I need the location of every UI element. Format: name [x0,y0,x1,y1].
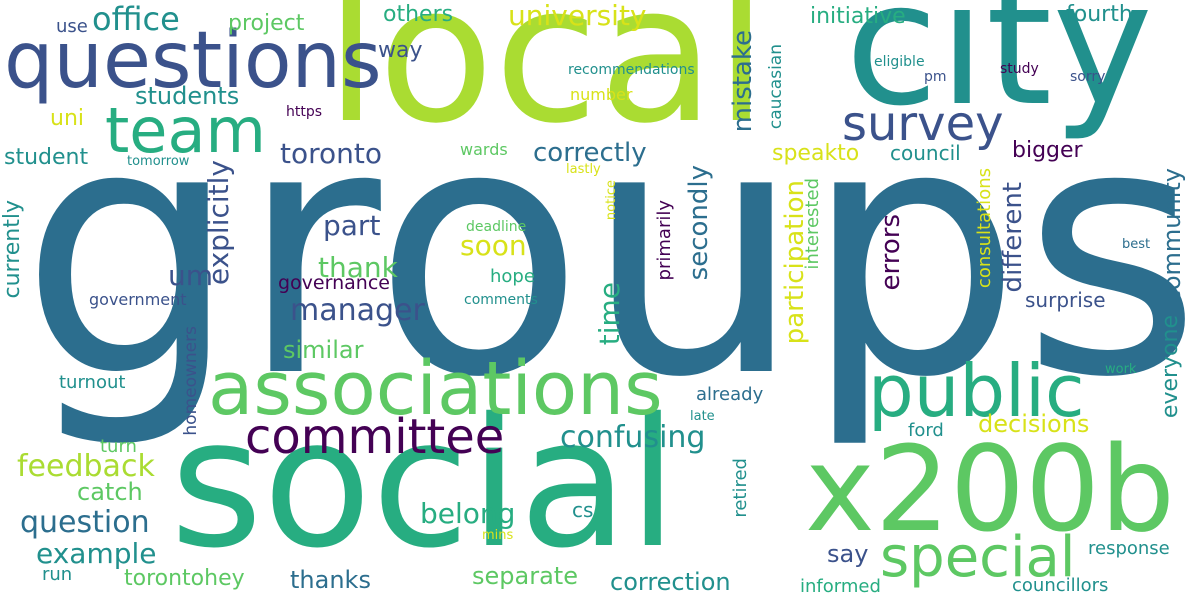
word-part: part [323,209,381,242]
word-soon: soon [460,229,527,262]
word-survey: survey [842,96,1004,152]
word-correction: correction [610,568,731,596]
word-best: best [1122,237,1151,252]
word-ford: ford [908,420,944,441]
word-team: team [105,94,266,167]
word-cs: cs [572,498,594,522]
word-sorry: sorry [1070,69,1106,85]
word-question: question [20,505,150,540]
word-surprise: surprise [1025,288,1106,312]
word-everyone: everyone [1158,315,1183,419]
word-late: late [690,409,715,424]
word-public: public [868,349,1085,433]
word-belong: belong [420,497,516,530]
word-groups: groups [20,52,1200,453]
word-fourth: fourth [1066,2,1133,27]
word-currently: currently [0,200,25,299]
word-tomorrow: tomorrow [127,154,190,169]
word-number: number [570,85,633,104]
word-mistake: mistake [728,30,758,133]
word-turn: turn [100,436,137,457]
word-say: say [827,540,869,568]
word-response: response [1088,538,1170,559]
word-social: social [170,380,678,587]
word-thank: thank [318,251,398,284]
word-initiative: initiative [810,4,906,29]
word-governance: governance [278,272,390,294]
word-pm: pm [924,69,947,85]
word-catch: catch [77,478,143,506]
word-eligible: eligible [874,54,925,70]
word-questions: questions [4,16,382,106]
word-local: local [325,0,768,165]
word-confusing: confusing [560,420,706,455]
word-time: time [593,282,626,346]
word-comments: comments [464,292,538,308]
word-primarily: primarily [654,200,675,281]
word-way: way [378,38,423,63]
word-separate: separate [472,562,578,590]
word-free: free [950,344,976,359]
word-use: use [56,16,88,37]
word-example: example [36,537,157,570]
word-already: already [696,384,764,405]
word-um: um [168,259,214,292]
word-consultations: consultations [974,168,995,289]
word-notice: notice [604,180,619,221]
word-lastly: lastly [566,162,601,177]
word-informed: informed [800,576,881,597]
word-decisions: decisions [978,410,1090,438]
word-thanks: thanks [290,566,371,594]
word-bigger: bigger [1012,138,1083,163]
word-caucasian: caucasian [766,44,786,130]
word-study: study [1000,61,1039,77]
word-run: run [42,564,73,585]
word-city: city [845,0,1153,144]
word-uni: uni [50,106,84,131]
word-deadline: deadline [466,219,527,235]
word-university: university [508,0,647,32]
word-student: student [4,145,89,170]
word-correctly: correctly [533,138,647,168]
word-recommendations: recommendations [568,62,695,78]
word-retired: retired [730,458,751,518]
word-office: office [92,0,180,38]
word-speakto: speakto [772,141,860,166]
word-homeowners: homeowners [181,326,201,436]
word-manager: manager [290,293,425,328]
word-feedback: feedback [17,449,155,484]
word-interested: interested [802,178,823,270]
word-turnout: turnout [59,372,126,393]
word-community: community [1158,168,1186,304]
word-committee: committee [245,409,505,465]
word-similar: similar [283,336,364,364]
word-secondly: secondly [684,165,714,281]
word-wards: wards [460,140,508,159]
word-different: different [998,182,1028,293]
word-explicitly: explicitly [202,160,235,286]
word-government: government [89,290,187,309]
word-toronto: toronto [280,137,382,170]
word-hope: hope [490,266,535,287]
word-mins: mins [482,528,514,543]
word-torontohey: torontohey [124,566,245,591]
word-associations: associations [208,346,663,432]
word-https: https [286,104,323,120]
word-councillors: councillors [1012,575,1109,596]
word-special: special [880,525,1076,590]
word-students: students [135,82,240,110]
word-others: others [383,2,454,27]
word-project: project [228,11,305,36]
word-x200b: x200b [805,420,1175,558]
word-work: work [1105,362,1137,377]
word-errors: errors [876,214,906,291]
word-council: council [890,141,961,165]
